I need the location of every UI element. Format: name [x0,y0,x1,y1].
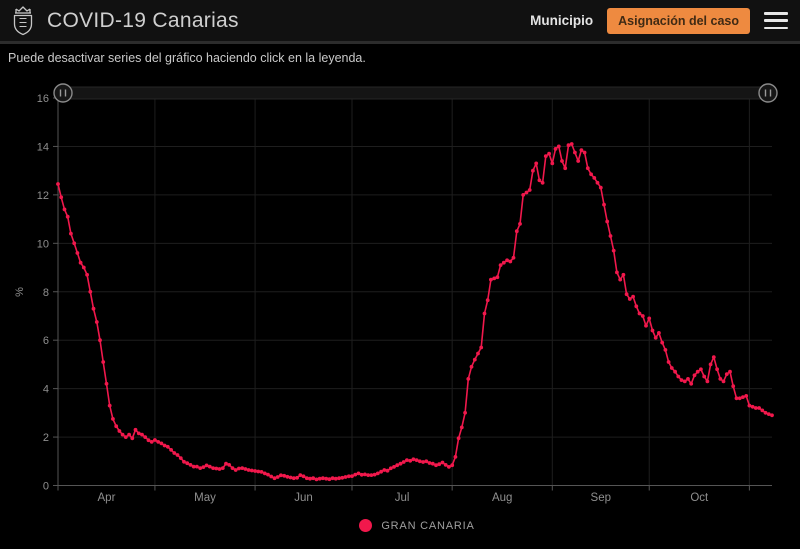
svg-text:12: 12 [37,190,49,202]
svg-text:Jun: Jun [294,492,313,504]
svg-text:Oct: Oct [690,492,709,504]
svg-text:10: 10 [37,238,49,250]
legend-marker-gran-canaria[interactable] [359,519,373,532]
range-slider-handle-right[interactable] [758,83,778,103]
svg-text:14: 14 [37,141,49,153]
canarias-coat-of-arms-icon [10,5,36,36]
axes [53,94,772,491]
nav-municipio[interactable]: Municipio [530,13,594,28]
gridlines [58,97,772,486]
hamburger-menu-icon[interactable] [764,12,788,29]
svg-text:6: 6 [43,335,49,347]
range-slider-handle-left[interactable] [53,83,73,103]
svg-text:4: 4 [43,384,49,396]
header: COVID-19 Canarias Municipio Asignación d… [0,0,800,44]
legend[interactable]: GRAN CANARIA [17,519,800,532]
chart-hint-text: Puede desactivar series del gráfico haci… [8,51,366,65]
series-line [57,143,773,481]
y-axis-title: % [14,287,26,297]
svg-text:2: 2 [43,432,49,444]
header-actions: Municipio Asignación del caso [530,0,788,41]
svg-text:8: 8 [43,287,49,299]
svg-text:Aug: Aug [492,492,512,504]
svg-text:May: May [194,492,216,504]
x-axis-labels: Apr May Jun Jul Aug Sep Oct [98,492,710,504]
y-axis-labels: 0 2 4 6 8 10 12 14 16 [37,93,49,493]
series-gran-canaria [56,142,774,482]
svg-text:Apr: Apr [98,492,116,504]
page-title: COVID-19 Canarias [47,8,239,32]
svg-text:16: 16 [37,93,49,105]
legend-label-gran-canaria[interactable]: GRAN CANARIA [381,519,475,532]
svg-text:0: 0 [43,481,49,493]
svg-text:Sep: Sep [591,492,611,504]
svg-text:Jul: Jul [395,492,410,504]
range-slider[interactable] [53,83,778,103]
asignacion-del-caso-button[interactable]: Asignación del caso [607,7,750,34]
series-markers [56,142,774,482]
range-slider-track[interactable] [55,86,776,100]
